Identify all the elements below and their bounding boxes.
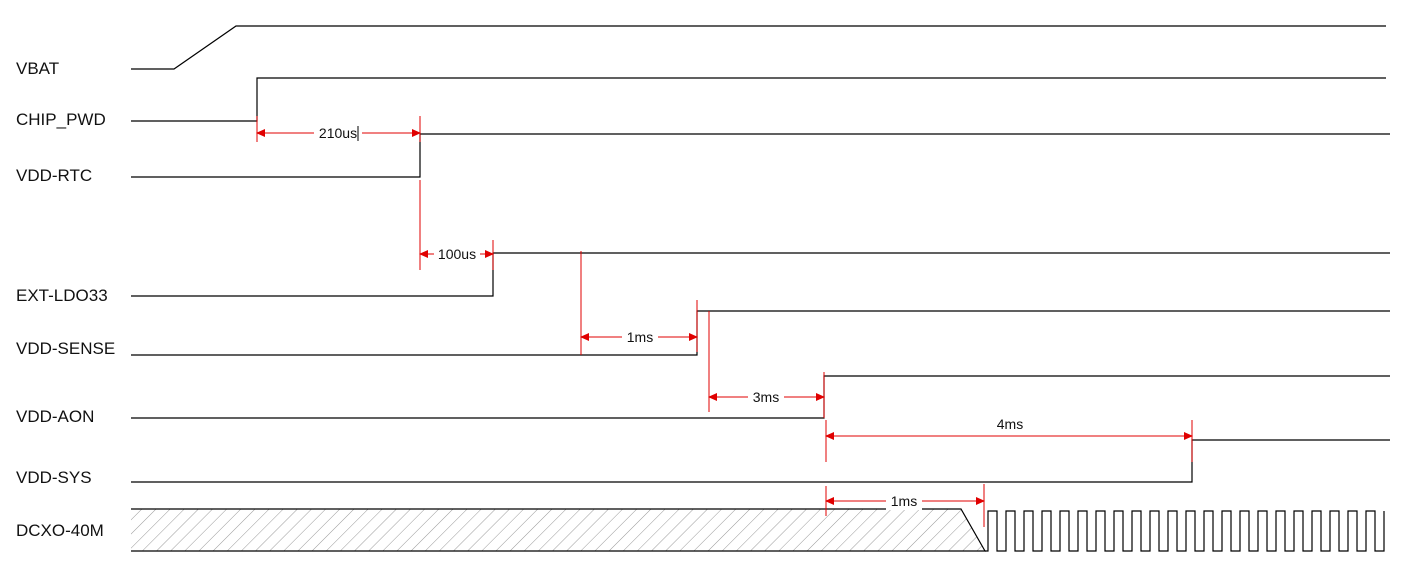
signal-label-dcxo-40m: DCXO-40M	[16, 521, 104, 540]
dcxo-clock-trace	[985, 510, 1385, 552]
signal-label-chip-pwd: CHIP_PWD	[16, 110, 106, 129]
dcxo-undefined-region	[131, 509, 985, 551]
signal-label-ext-ldo33: EXT-LDO33	[16, 286, 108, 305]
ext-ldo33-trace	[131, 252, 1390, 297]
delay-label-3ms: 3ms	[753, 389, 779, 405]
chip-pwd-trace	[131, 77, 1386, 122]
dcxo-region-outline	[131, 508, 987, 552]
signal-label-vdd-aon: VDD-AON	[16, 407, 95, 426]
delay-label-4ms: 4ms	[997, 416, 1023, 432]
vdd-sys-trace	[131, 439, 1390, 483]
signal-label-vdd-rtc: VDD-RTC	[16, 166, 93, 185]
vdd-sense-trace	[131, 310, 1390, 356]
delay-label-100us: 100us	[438, 246, 476, 262]
signal-label-vbat: VBAT	[16, 59, 60, 78]
signal-label-vdd-sys: VDD-SYS	[16, 468, 92, 487]
signal-label-vdd-sense: VDD-SENSE	[16, 339, 116, 358]
delay-label-210us: 210us	[319, 125, 357, 141]
delay-label-1ms: 1ms	[627, 329, 653, 345]
vdd-rtc-trace	[131, 133, 1390, 178]
vbat-trace	[131, 25, 1386, 70]
delay-label-1ms-dcxo: 1ms	[891, 493, 917, 509]
